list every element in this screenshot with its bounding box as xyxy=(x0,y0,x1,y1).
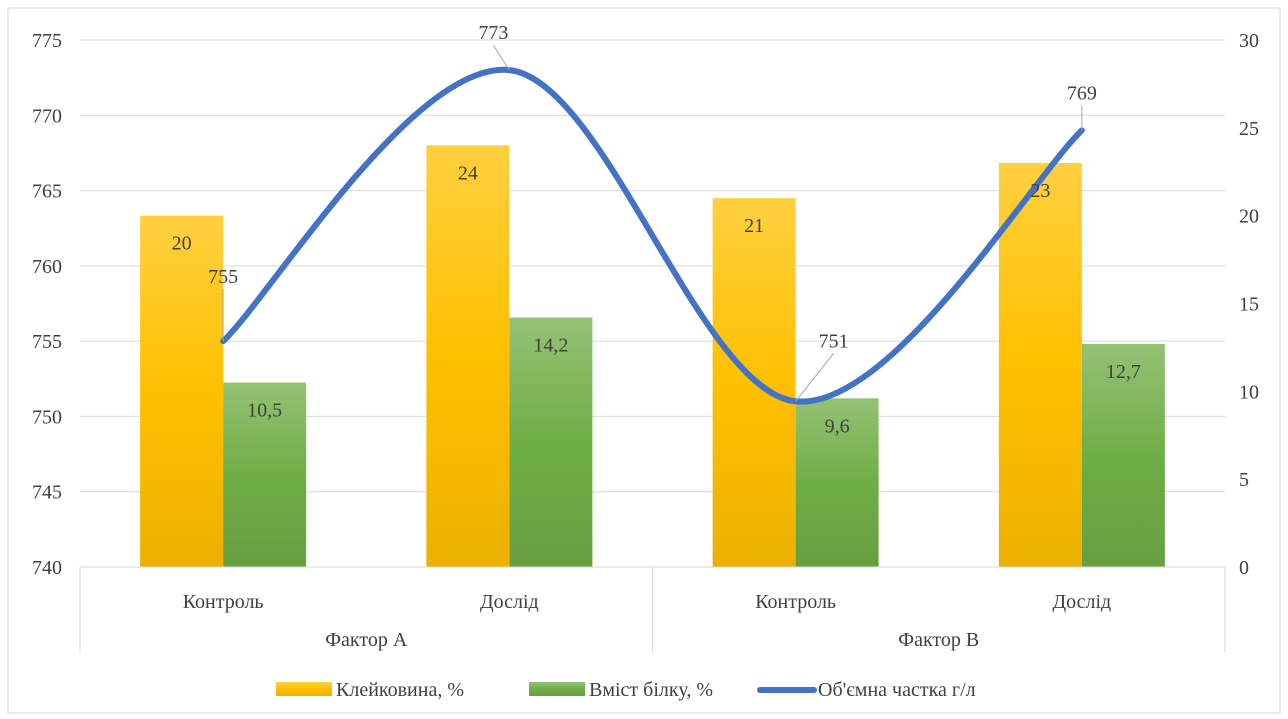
bar-protein xyxy=(223,382,307,567)
bar-data-label: 23 xyxy=(1030,180,1050,202)
bar-protein xyxy=(1081,343,1165,567)
y-left-tick-label: 770 xyxy=(32,105,62,127)
line-data-label: 773 xyxy=(478,22,508,44)
group-label: Фактор А xyxy=(325,629,408,651)
y-right-tick-label: 0 xyxy=(1239,557,1249,579)
legend: Клейковина, % Вміст білку, % Об'ємна частк… xyxy=(276,679,976,701)
legend-swatch xyxy=(276,682,332,696)
bar-data-label: 20 xyxy=(172,233,192,255)
line-series xyxy=(220,67,1085,405)
legend-item-gluten: Клейковина, % xyxy=(276,679,464,701)
bar-protein xyxy=(509,317,593,567)
category-label: Контроль xyxy=(183,591,264,613)
bar-data-label: 10,5 xyxy=(247,400,282,422)
legend-swatch xyxy=(529,682,585,696)
y-left-tick-label: 775 xyxy=(32,30,62,52)
legend-label: Об'ємна частка г/л xyxy=(818,679,976,701)
y-left-tick-label: 760 xyxy=(32,256,62,278)
axes: 740 745 750 755 760 765 770 775 0 5 10 15 20 25 30 Конт… xyxy=(32,30,1259,652)
legend-label: Клейковина, % xyxy=(336,679,464,701)
bar-gluten xyxy=(426,145,510,567)
y-right-tick-label: 20 xyxy=(1239,206,1259,228)
line-volume-fraction xyxy=(220,67,1085,405)
bar-data-label: 24 xyxy=(458,162,478,184)
leader-line xyxy=(795,353,835,402)
bar-protein xyxy=(795,398,879,567)
bar-data-label: 21 xyxy=(744,215,764,237)
y-left-tick-label: 745 xyxy=(32,482,62,504)
y-right-tick-label: 30 xyxy=(1239,30,1259,52)
y-right-tick-label: 5 xyxy=(1239,469,1249,491)
bar-data-label: 9,6 xyxy=(825,415,850,437)
y-right-tick-label: 25 xyxy=(1239,118,1259,140)
y-left-tick-label: 765 xyxy=(32,181,62,203)
category-label: Контроль xyxy=(755,591,836,613)
legend-item-protein: Вміст білку, % xyxy=(529,679,713,701)
bar-data-label: 14,2 xyxy=(533,335,568,357)
data-labels: 20 24 21 23 10,5 14,2 9,6 12,7 755 773 751 769 xyxy=(172,22,1141,437)
y-left-tick-label: 750 xyxy=(32,406,62,428)
leader-line xyxy=(492,44,510,71)
y-left-tick-label: 740 xyxy=(32,557,62,579)
bar-gluten xyxy=(140,215,224,567)
bar-gluten xyxy=(998,162,1082,567)
group-label: Фактор В xyxy=(898,629,979,651)
line-data-label: 769 xyxy=(1067,82,1097,104)
legend-item-volume: Об'ємна частка г/л xyxy=(757,679,976,701)
y-left-tick-label: 755 xyxy=(32,331,62,353)
bar-data-label: 12,7 xyxy=(1106,361,1141,383)
category-label: Дослід xyxy=(480,591,539,613)
category-label: Дослід xyxy=(1053,591,1112,613)
line-data-label: 755 xyxy=(208,266,238,288)
line-data-label: 751 xyxy=(819,330,849,352)
legend-label: Вміст білку, % xyxy=(589,679,713,701)
y-right-tick-label: 15 xyxy=(1239,294,1259,316)
y-right-tick-label: 10 xyxy=(1239,381,1259,403)
bars xyxy=(140,145,1165,567)
